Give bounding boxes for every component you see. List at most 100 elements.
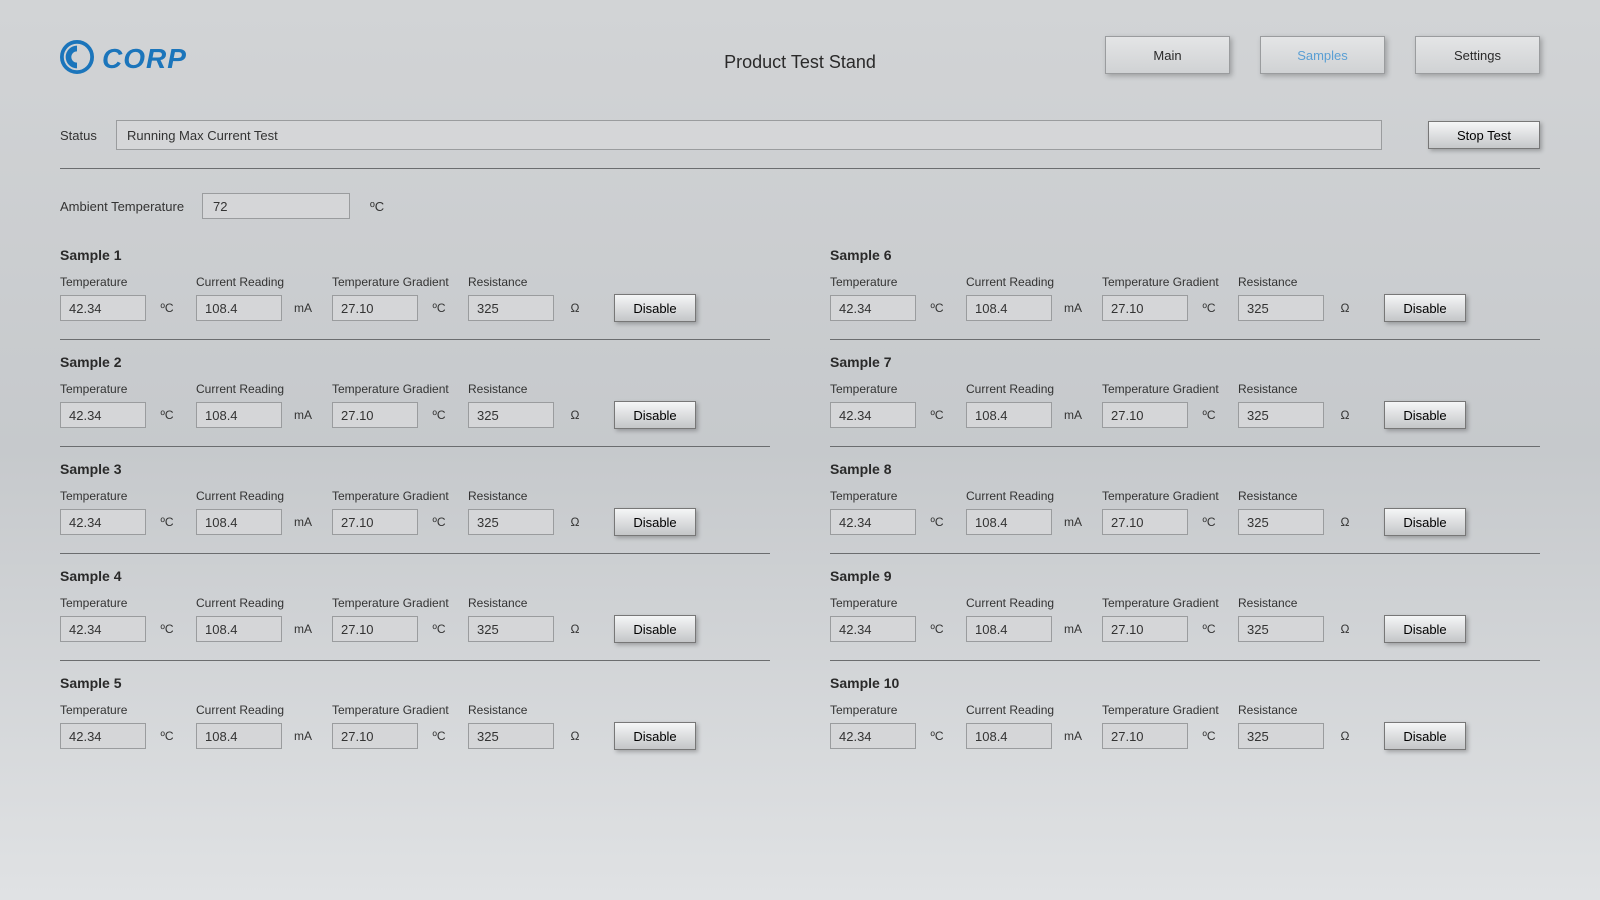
sample-8-resistance-value: 325 (1238, 509, 1324, 535)
sample-9-current-value: 108.4 (966, 616, 1052, 642)
sample-1: Sample 1 Temperature 42.34 ºC Current Re… (60, 247, 770, 331)
sample-2-current-label: Current Reading (196, 382, 324, 396)
sample-1-current-label: Current Reading (196, 275, 324, 289)
sample-3-resistance-unit: Ω (554, 515, 596, 529)
sample-1-gradient-label: Temperature Gradient (332, 275, 460, 289)
sample-4-current-unit: mA (282, 622, 324, 636)
sample-1-current-value: 108.4 (196, 295, 282, 321)
sample-4-temperature-label: Temperature (60, 596, 188, 610)
sample-9-temperature-value: 42.34 (830, 616, 916, 642)
sample-6-gradient-unit: ºC (1188, 301, 1230, 315)
sample-9-temperature-unit: ºC (916, 622, 958, 636)
sample-8-gradient-value: 27.10 (1102, 509, 1188, 535)
sample-2-title: Sample 2 (60, 354, 770, 370)
sample-2-temperature-value: 42.34 (60, 402, 146, 428)
sample-2-disable-button[interactable]: Disable (614, 401, 696, 429)
sample-1-temperature-unit: ºC (146, 301, 188, 315)
sample-3-resistance-label: Resistance (468, 489, 596, 503)
sample-2-temperature-unit: ºC (146, 408, 188, 422)
sample-9-disable-button[interactable]: Disable (1384, 615, 1466, 643)
sample-3: Sample 3 Temperature 42.34 ºC Current Re… (60, 461, 770, 545)
sample-3-gradient-label: Temperature Gradient (332, 489, 460, 503)
sample-9-title: Sample 9 (830, 568, 1540, 584)
sample-8-disable-button[interactable]: Disable (1384, 508, 1466, 536)
sample-4-gradient-value: 27.10 (332, 616, 418, 642)
sample-6-disable-button[interactable]: Disable (1384, 294, 1466, 322)
sample-5: Sample 5 Temperature 42.34 ºC Current Re… (60, 675, 770, 759)
sample-9-gradient-value: 27.10 (1102, 616, 1188, 642)
sample-7-temperature-label: Temperature (830, 382, 958, 396)
sample-5-temperature-label: Temperature (60, 703, 188, 717)
sample-3-gradient-unit: ºC (418, 515, 460, 529)
nav-samples-button[interactable]: Samples (1260, 36, 1385, 74)
sample-7-divider (830, 446, 1540, 447)
sample-6-resistance-value: 325 (1238, 295, 1324, 321)
sample-4-gradient-unit: ºC (418, 622, 460, 636)
sample-9-gradient-unit: ºC (1188, 622, 1230, 636)
sample-3-gradient-value: 27.10 (332, 509, 418, 535)
sample-4-current-value: 108.4 (196, 616, 282, 642)
sample-3-current-unit: mA (282, 515, 324, 529)
sample-6-divider (830, 339, 1540, 340)
sample-1-disable-button[interactable]: Disable (614, 294, 696, 322)
sample-6: Sample 6 Temperature 42.34 ºC Current Re… (830, 247, 1540, 331)
sample-9-temperature-label: Temperature (830, 596, 958, 610)
sample-10-title: Sample 10 (830, 675, 1540, 691)
sample-9-resistance-value: 325 (1238, 616, 1324, 642)
sample-5-title: Sample 5 (60, 675, 770, 691)
sample-8-temperature-label: Temperature (830, 489, 958, 503)
brand-name: CORP (102, 43, 187, 75)
sample-2-gradient-unit: ºC (418, 408, 460, 422)
sample-10-current-value: 108.4 (966, 723, 1052, 749)
sample-8-gradient-label: Temperature Gradient (1102, 489, 1230, 503)
sample-2-resistance-unit: Ω (554, 408, 596, 422)
sample-4-resistance-value: 325 (468, 616, 554, 642)
nav-settings-button[interactable]: Settings (1415, 36, 1540, 74)
sample-6-gradient-label: Temperature Gradient (1102, 275, 1230, 289)
sample-1-temperature-value: 42.34 (60, 295, 146, 321)
status-label: Status (60, 128, 98, 143)
sample-7: Sample 7 Temperature 42.34 ºC Current Re… (830, 354, 1540, 438)
sample-9-resistance-label: Resistance (1238, 596, 1366, 610)
sample-7-current-unit: mA (1052, 408, 1094, 422)
page-title: Product Test Stand (724, 52, 876, 73)
sample-7-gradient-value: 27.10 (1102, 402, 1188, 428)
sample-10-temperature-value: 42.34 (830, 723, 916, 749)
sample-3-temperature-value: 42.34 (60, 509, 146, 535)
sample-7-title: Sample 7 (830, 354, 1540, 370)
sample-6-temperature-unit: ºC (916, 301, 958, 315)
sample-1-resistance-unit: Ω (554, 301, 596, 315)
sample-4-temperature-unit: ºC (146, 622, 188, 636)
sample-4-disable-button[interactable]: Disable (614, 615, 696, 643)
sample-7-gradient-unit: ºC (1188, 408, 1230, 422)
sample-5-resistance-label: Resistance (468, 703, 596, 717)
sample-6-title: Sample 6 (830, 247, 1540, 263)
sample-1-resistance-label: Resistance (468, 275, 596, 289)
sample-1-resistance-value: 325 (468, 295, 554, 321)
sample-2-current-unit: mA (282, 408, 324, 422)
nav-main-button[interactable]: Main (1105, 36, 1230, 74)
sample-8-resistance-unit: Ω (1324, 515, 1366, 529)
sample-1-temperature-label: Temperature (60, 275, 188, 289)
sample-9-resistance-unit: Ω (1324, 622, 1366, 636)
sample-3-current-value: 108.4 (196, 509, 282, 535)
sample-6-resistance-label: Resistance (1238, 275, 1366, 289)
sample-9: Sample 9 Temperature 42.34 ºC Current Re… (830, 568, 1540, 652)
sample-5-temperature-unit: ºC (146, 729, 188, 743)
sample-7-disable-button[interactable]: Disable (1384, 401, 1466, 429)
sample-10-disable-button[interactable]: Disable (1384, 722, 1466, 750)
sample-8-resistance-label: Resistance (1238, 489, 1366, 503)
sample-4-resistance-unit: Ω (554, 622, 596, 636)
sample-1-gradient-unit: ºC (418, 301, 460, 315)
sample-6-current-label: Current Reading (966, 275, 1094, 289)
sample-8-gradient-unit: ºC (1188, 515, 1230, 529)
sample-2-resistance-value: 325 (468, 402, 554, 428)
sample-10: Sample 10 Temperature 42.34 ºC Current R… (830, 675, 1540, 759)
brand-logo: CORP (60, 40, 187, 77)
sample-5-disable-button[interactable]: Disable (614, 722, 696, 750)
sample-1-title: Sample 1 (60, 247, 770, 263)
stop-test-button[interactable]: Stop Test (1428, 121, 1540, 149)
sample-3-disable-button[interactable]: Disable (614, 508, 696, 536)
sample-7-resistance-unit: Ω (1324, 408, 1366, 422)
sample-5-resistance-value: 325 (468, 723, 554, 749)
